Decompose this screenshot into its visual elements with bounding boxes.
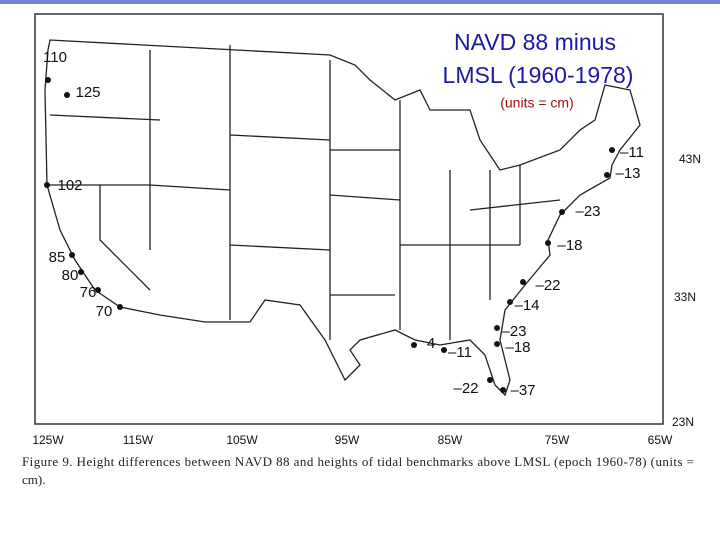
- station-label: 4: [427, 335, 435, 352]
- station-label: –37: [510, 382, 535, 399]
- station-label: –13: [615, 165, 640, 182]
- longitude-label: 75W: [545, 433, 570, 447]
- station-label: 110: [43, 49, 67, 66]
- title-line: NAVD 88 minus: [454, 29, 616, 55]
- station-label: 102: [57, 177, 82, 194]
- station-label: 70: [96, 303, 113, 320]
- station-label: –22: [453, 380, 478, 397]
- top-bar: [0, 0, 720, 4]
- station-dots: [44, 77, 615, 393]
- caption: cm).: [22, 472, 45, 487]
- latitude-label: 23N: [672, 415, 694, 429]
- title-line: LMSL (1960-1978): [443, 62, 634, 88]
- longitude-label: 125W: [32, 433, 64, 447]
- map-frame: [34, 13, 664, 425]
- station-label: –14: [514, 297, 539, 314]
- caption: Figure 9. Height differences between NAV…: [22, 454, 694, 469]
- station-label: –11: [620, 144, 644, 161]
- longitude-label: 115W: [123, 433, 154, 447]
- longitude-label: 105W: [226, 433, 258, 447]
- station-label: –18: [505, 339, 530, 356]
- station-label: –23: [575, 203, 600, 220]
- longitude-label: 85W: [438, 433, 463, 447]
- station-label: –22: [535, 277, 560, 294]
- station-label: 85: [49, 249, 66, 266]
- longitude-label: 95W: [335, 433, 360, 447]
- longitude-label: 65W: [648, 433, 673, 447]
- latitude-label: 43N: [679, 152, 701, 166]
- station-label: 76: [80, 284, 97, 301]
- station-label: –23: [501, 323, 526, 340]
- station-label: 125: [75, 84, 100, 101]
- latitude-label: 33N: [674, 290, 696, 304]
- station-label: 80: [62, 267, 79, 284]
- us-map: [44, 39, 641, 397]
- units-note: (units = cm): [500, 95, 574, 111]
- station-label: –11: [448, 344, 472, 361]
- station-label: –18: [557, 237, 582, 254]
